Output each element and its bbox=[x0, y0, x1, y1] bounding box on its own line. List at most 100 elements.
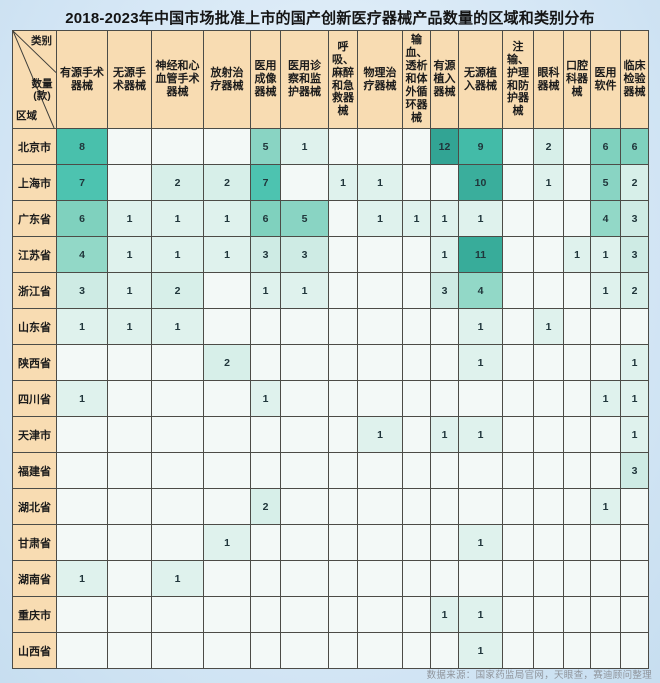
heat-cell bbox=[402, 452, 431, 489]
heat-cell: 1 bbox=[56, 308, 108, 345]
corner-diagonal-lines bbox=[13, 31, 56, 128]
column-header: 眼科器械 bbox=[533, 30, 564, 129]
heat-cell bbox=[328, 236, 358, 273]
heat-cell bbox=[56, 416, 108, 453]
heat-cell bbox=[250, 632, 281, 669]
heat-cell bbox=[563, 272, 591, 309]
heat-cell bbox=[203, 416, 251, 453]
heat-cell bbox=[402, 128, 431, 165]
page-title: 2018-2023年中国市场批准上市的国产创新医疗器械产品数量的区域和类别分布 bbox=[65, 10, 595, 27]
heat-cell bbox=[357, 128, 403, 165]
heat-cell: 4 bbox=[590, 200, 621, 237]
heat-cell bbox=[502, 308, 534, 345]
heat-cell bbox=[357, 308, 403, 345]
heat-cell bbox=[430, 380, 459, 417]
heat-cell bbox=[250, 524, 281, 561]
column-header: 有源植入器械 bbox=[430, 30, 459, 129]
table-row: 山东省 1 1 1 1 1 bbox=[12, 308, 649, 345]
heat-cell bbox=[458, 560, 503, 597]
heat-cell bbox=[402, 236, 431, 273]
heat-cell: 8 bbox=[56, 128, 108, 165]
heat-cell: 3 bbox=[620, 236, 649, 273]
heat-cell bbox=[502, 524, 534, 561]
heat-cell bbox=[590, 452, 621, 489]
heat-cell bbox=[430, 560, 459, 597]
heat-cell bbox=[328, 416, 358, 453]
heat-cell: 2 bbox=[250, 488, 281, 525]
heat-cell bbox=[402, 416, 431, 453]
corner-label-category: 类别 bbox=[31, 35, 52, 47]
heat-cell bbox=[563, 416, 591, 453]
heat-cell bbox=[430, 344, 459, 381]
heat-cell bbox=[250, 344, 281, 381]
corner-cell: 类别数量(款) 区域 bbox=[12, 30, 57, 129]
heat-cell bbox=[250, 308, 281, 345]
table-row: 重庆市 1 1 bbox=[12, 596, 649, 633]
heat-cell bbox=[56, 596, 108, 633]
heat-cell: 6 bbox=[620, 128, 649, 165]
heat-cell: 2 bbox=[533, 128, 564, 165]
corner-label-quantity: 数量(款) bbox=[31, 78, 53, 102]
corner-label-region: 区域 bbox=[16, 110, 37, 123]
heat-cell bbox=[430, 632, 459, 669]
heat-cell bbox=[533, 200, 564, 237]
column-header: 有源手术器械 bbox=[56, 30, 108, 129]
heat-cell bbox=[502, 560, 534, 597]
region-label: 广东省 bbox=[12, 200, 57, 237]
heat-cell bbox=[533, 344, 564, 381]
heat-cell: 1 bbox=[458, 524, 503, 561]
heat-cell bbox=[280, 560, 329, 597]
table-row: 甘肃省 1 1 bbox=[12, 524, 649, 561]
heat-cell bbox=[280, 524, 329, 561]
heat-cell bbox=[328, 380, 358, 417]
heat-cell bbox=[56, 452, 108, 489]
heat-cell bbox=[328, 560, 358, 597]
heat-cell bbox=[533, 380, 564, 417]
heat-cell: 3 bbox=[430, 272, 459, 309]
heat-cell: 1 bbox=[357, 416, 403, 453]
heat-cell: 1 bbox=[357, 164, 403, 201]
heat-cell: 4 bbox=[458, 272, 503, 309]
data-source-note: 数据来源：国家药监局官网，天眼查，赛迪顾问整理 bbox=[426, 670, 652, 681]
heat-cell bbox=[357, 632, 403, 669]
column-header: 呼吸、麻醉和急救器械 bbox=[328, 30, 358, 129]
heat-cell: 1 bbox=[107, 236, 152, 273]
heat-cell bbox=[280, 416, 329, 453]
heat-cell bbox=[563, 524, 591, 561]
heat-cell bbox=[203, 272, 251, 309]
region-label: 江苏省 bbox=[12, 236, 57, 273]
heat-cell: 1 bbox=[620, 416, 649, 453]
table-row: 福建省 3 bbox=[12, 452, 649, 489]
heat-cell: 6 bbox=[56, 200, 108, 237]
heat-cell bbox=[590, 632, 621, 669]
heat-cell bbox=[357, 488, 403, 525]
heat-cell: 1 bbox=[203, 200, 251, 237]
heat-cell bbox=[107, 596, 152, 633]
heat-cell bbox=[357, 380, 403, 417]
column-header: 口腔科器械 bbox=[563, 30, 591, 129]
heat-cell: 1 bbox=[430, 236, 459, 273]
heat-cell bbox=[402, 272, 431, 309]
column-header: 注输、护理和防护器械 bbox=[502, 30, 534, 129]
heat-cell: 1 bbox=[107, 272, 152, 309]
heat-cell bbox=[151, 596, 204, 633]
heat-cell: 1 bbox=[151, 236, 204, 273]
region-label: 重庆市 bbox=[12, 596, 57, 633]
heat-cell bbox=[56, 344, 108, 381]
column-header: 无源植入器械 bbox=[458, 30, 503, 129]
heat-cell bbox=[328, 596, 358, 633]
heat-cell bbox=[563, 128, 591, 165]
heat-cell bbox=[56, 488, 108, 525]
heat-cell: 1 bbox=[458, 596, 503, 633]
heat-cell: 1 bbox=[402, 200, 431, 237]
heat-cell bbox=[107, 452, 152, 489]
region-label: 上海市 bbox=[12, 164, 57, 201]
heat-cell: 1 bbox=[533, 164, 564, 201]
heat-cell bbox=[328, 128, 358, 165]
heat-cell bbox=[280, 344, 329, 381]
heat-cell bbox=[357, 344, 403, 381]
heat-cell: 1 bbox=[620, 344, 649, 381]
heat-cell bbox=[328, 200, 358, 237]
heat-cell bbox=[203, 488, 251, 525]
